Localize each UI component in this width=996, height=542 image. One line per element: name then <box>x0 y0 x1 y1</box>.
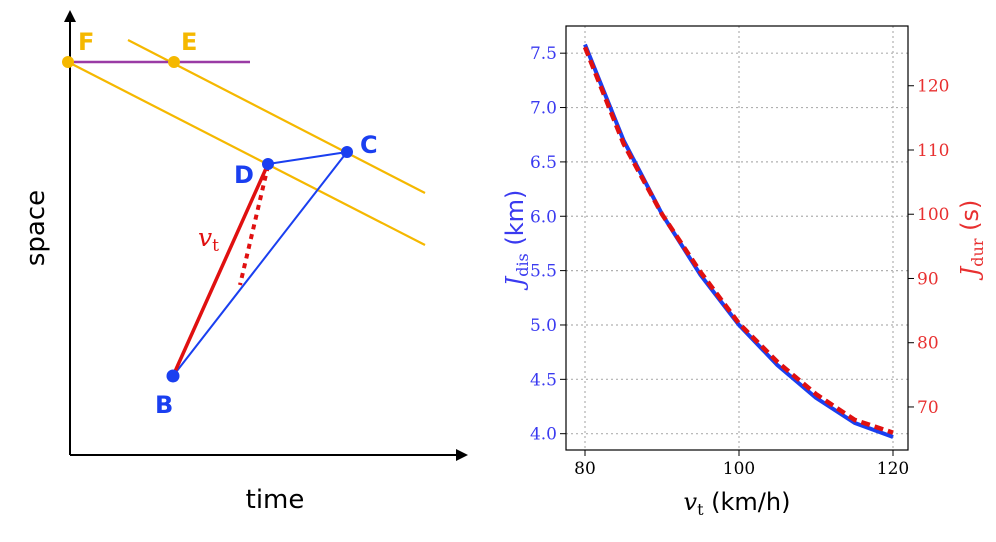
line-vt <box>171 163 270 377</box>
time-axis-label: time <box>246 485 305 515</box>
y-left-tick-label: 4.5 <box>530 370 557 390</box>
space-time-diagram: time space F E C D B vt <box>21 10 468 515</box>
label-B: B <box>155 391 173 419</box>
ticks: 80 100 120 4.0 4.5 5.0 5.5 6.0 6.5 7.0 7.5 70 80 90 10… <box>530 44 950 479</box>
x-tick-label: 120 <box>877 459 909 479</box>
chart: 80 100 120 4.0 4.5 5.0 5.5 6.0 6.5 7.0 7.5 70 80 90 10… <box>501 25 987 519</box>
space-axis-label: space <box>21 190 51 266</box>
y-right-tick-label: 70 <box>917 398 939 418</box>
trajectory-F <box>67 61 426 246</box>
point-C <box>341 146 353 158</box>
series-layer <box>582 43 894 439</box>
y-left-tick-label: 7.0 <box>530 99 557 119</box>
y-left-tick-label: 7.5 <box>530 44 557 64</box>
point-F <box>62 56 74 68</box>
line-B-C <box>172 151 348 377</box>
y-right-tick-label: 120 <box>917 77 949 97</box>
y-right-tick-label: 90 <box>917 269 939 289</box>
series-j-dur <box>582 46 894 435</box>
series-j-dis <box>583 43 894 439</box>
x-tick-label: 80 <box>574 459 596 479</box>
label-F: F <box>78 28 94 56</box>
label-E: E <box>181 28 197 56</box>
plot-frame <box>565 25 909 451</box>
y-right-tick-label: 100 <box>917 205 949 225</box>
point-B <box>166 369 180 383</box>
label-D: D <box>234 161 254 189</box>
y-left-axis-label: Jdis (km) <box>501 190 532 292</box>
y-right-axis-label: Jdur (s) <box>956 200 987 282</box>
grid <box>566 26 908 450</box>
y-left-tick-label: 6.5 <box>530 153 557 173</box>
x-axis-label: vt (km/h) <box>684 488 791 519</box>
dotted-line <box>238 165 270 286</box>
y-left-tick-label: 6.0 <box>530 207 557 227</box>
x-tick-label: 100 <box>723 459 755 479</box>
label-vt: vt <box>198 223 219 256</box>
y-right-tick-label: 110 <box>917 141 949 161</box>
label-C: C <box>360 131 378 159</box>
y-left-tick-label: 5.5 <box>530 262 557 282</box>
y-left-tick-label: 4.0 <box>530 425 557 445</box>
y-left-tick-label: 5.0 <box>530 316 557 336</box>
point-D <box>262 158 274 170</box>
point-E <box>168 56 180 68</box>
y-right-tick-label: 80 <box>917 334 939 354</box>
line-D-C <box>267 151 348 165</box>
